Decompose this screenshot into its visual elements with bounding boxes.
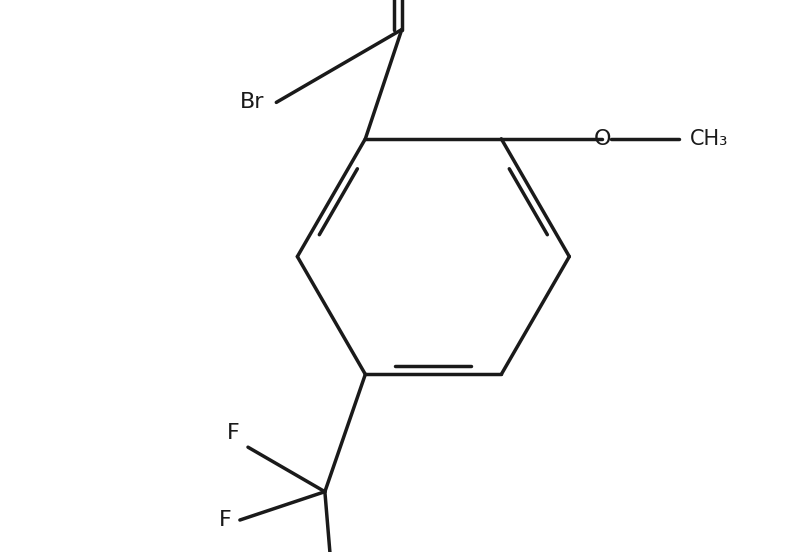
Text: CH₃: CH₃ bbox=[690, 129, 728, 149]
Text: O: O bbox=[594, 129, 612, 149]
Text: F: F bbox=[219, 510, 232, 530]
Text: F: F bbox=[227, 423, 240, 443]
Text: Br: Br bbox=[240, 92, 264, 113]
